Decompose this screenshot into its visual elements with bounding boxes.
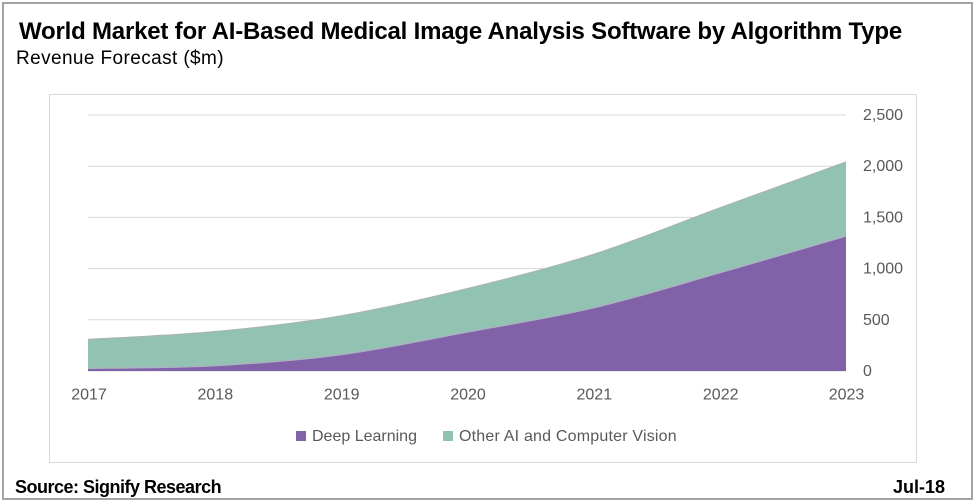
svg-text:2019: 2019	[324, 387, 360, 404]
svg-text:2,500: 2,500	[863, 107, 903, 124]
svg-text:2017: 2017	[71, 387, 107, 404]
svg-text:500: 500	[863, 312, 890, 329]
svg-text:2,000: 2,000	[863, 158, 903, 175]
svg-text:2020: 2020	[450, 387, 486, 404]
svg-text:1,500: 1,500	[863, 209, 903, 226]
svg-text:2022: 2022	[703, 387, 739, 404]
svg-text:0: 0	[863, 363, 872, 380]
svg-text:2023: 2023	[829, 387, 865, 404]
svg-text:Deep Learning: Deep Learning	[312, 428, 417, 445]
svg-text:2021: 2021	[577, 387, 613, 404]
svg-text:Other AI and Computer Vision: Other AI and Computer Vision	[459, 428, 677, 445]
svg-text:2018: 2018	[198, 387, 234, 404]
svg-text:1,000: 1,000	[863, 261, 903, 278]
